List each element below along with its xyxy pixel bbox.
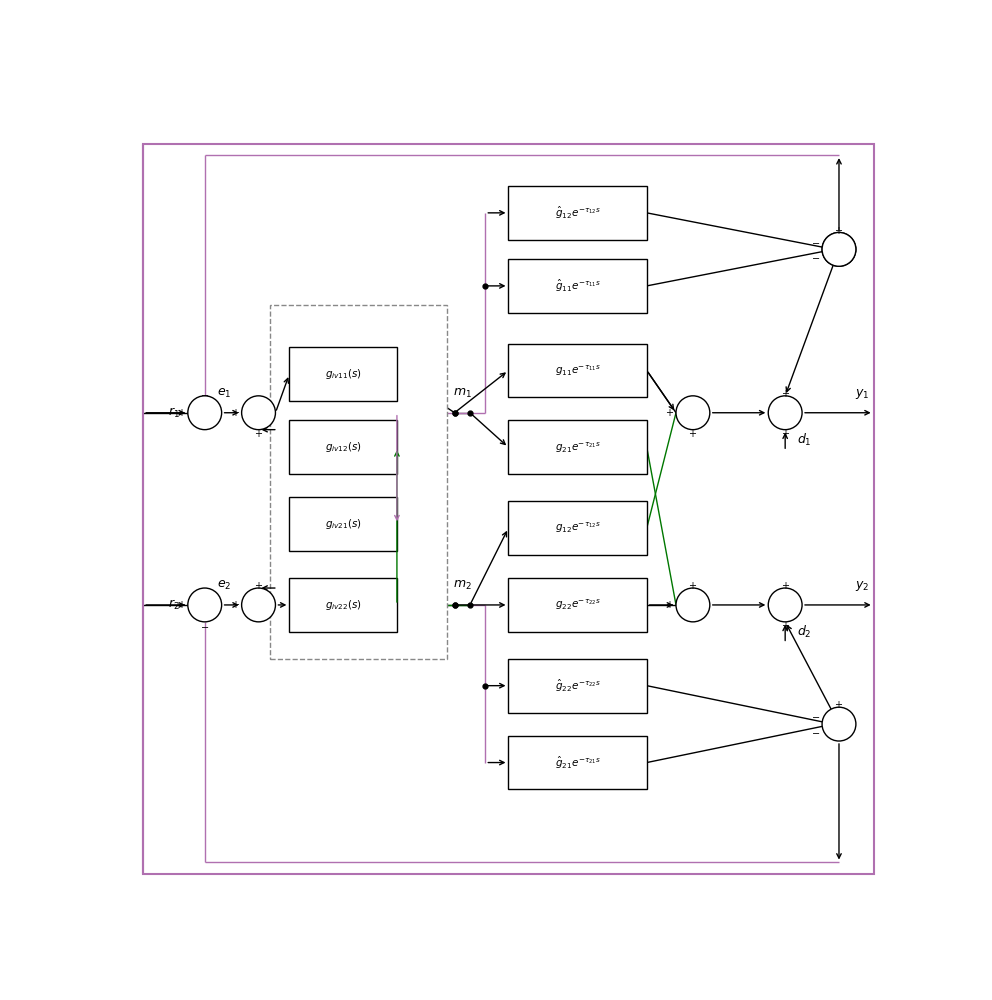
Text: $+$: $+$ <box>781 388 790 399</box>
Text: $g_{iv22}(s)$: $g_{iv22}(s)$ <box>324 598 362 612</box>
Bar <box>509 344 647 397</box>
Text: $r_1$: $r_1$ <box>169 406 181 420</box>
Text: $+$: $+$ <box>781 428 790 439</box>
Text: $-$: $-$ <box>810 252 819 262</box>
Text: $-$: $-$ <box>810 727 819 737</box>
Text: $+$: $+$ <box>834 225 843 236</box>
Text: $-$: $-$ <box>810 711 819 721</box>
Text: $y_1$: $y_1$ <box>855 387 870 401</box>
Text: $g_{12}e^{-\tau_{12}s}$: $g_{12}e^{-\tau_{12}s}$ <box>555 521 600 535</box>
Bar <box>509 420 647 474</box>
Text: $g_{iv11}(s)$: $g_{iv11}(s)$ <box>324 367 362 381</box>
Text: $e_2$: $e_2$ <box>217 579 231 592</box>
Circle shape <box>822 232 856 266</box>
Text: $\hat{g}_{11}e^{-\tau_{11}s}$: $\hat{g}_{11}e^{-\tau_{11}s}$ <box>555 278 600 294</box>
Circle shape <box>822 232 856 266</box>
Bar <box>290 420 397 474</box>
Bar <box>290 578 397 632</box>
Text: $g_{iv21}(s)$: $g_{iv21}(s)$ <box>324 517 362 531</box>
Circle shape <box>187 588 221 622</box>
Text: $\hat{g}_{12}e^{-\tau_{12}s}$: $\hat{g}_{12}e^{-\tau_{12}s}$ <box>555 205 600 221</box>
Text: $d_2$: $d_2$ <box>797 624 811 640</box>
Circle shape <box>242 396 276 430</box>
Bar <box>509 578 647 632</box>
Circle shape <box>822 707 856 741</box>
Circle shape <box>242 588 276 622</box>
Bar <box>290 347 397 401</box>
Text: $+$: $+$ <box>781 580 790 591</box>
Text: $+$: $+$ <box>834 699 843 710</box>
Circle shape <box>768 588 803 622</box>
Text: $g_{22}e^{-\tau_{22}s}$: $g_{22}e^{-\tau_{22}s}$ <box>555 598 600 612</box>
Text: $-$: $-$ <box>200 621 209 631</box>
Text: $m_2$: $m_2$ <box>453 579 471 592</box>
Text: $m_1$: $m_1$ <box>452 387 472 400</box>
Bar <box>509 259 647 313</box>
Text: $+$: $+$ <box>666 407 675 418</box>
Text: $g_{21}e^{-\tau_{21}s}$: $g_{21}e^{-\tau_{21}s}$ <box>555 440 600 455</box>
Text: $g_{11}e^{-\tau_{11}s}$: $g_{11}e^{-\tau_{11}s}$ <box>555 363 600 378</box>
Bar <box>509 501 647 555</box>
Text: $+$: $+$ <box>254 428 263 439</box>
Text: $+$: $+$ <box>231 407 240 418</box>
Circle shape <box>187 396 221 430</box>
Text: $g_{iv12}(s)$: $g_{iv12}(s)$ <box>324 440 362 454</box>
Text: $+$: $+$ <box>781 620 790 631</box>
Text: $-$: $-$ <box>200 389 209 399</box>
Bar <box>509 736 647 789</box>
Text: $e_1$: $e_1$ <box>216 387 231 400</box>
Text: $\hat{g}_{21}e^{-\tau_{21}s}$: $\hat{g}_{21}e^{-\tau_{21}s}$ <box>555 754 600 771</box>
Circle shape <box>676 396 710 430</box>
Bar <box>509 659 647 713</box>
Text: $+$: $+$ <box>688 428 697 439</box>
Text: $+$: $+$ <box>254 580 263 591</box>
Text: $+$: $+$ <box>231 599 240 610</box>
Text: $r_2$: $r_2$ <box>169 598 181 612</box>
Text: $-$: $-$ <box>810 237 819 247</box>
Bar <box>290 497 397 551</box>
Text: $d_1$: $d_1$ <box>797 432 811 448</box>
Text: $+$: $+$ <box>688 580 697 591</box>
Text: $+$: $+$ <box>178 407 186 418</box>
Text: $y_2$: $y_2$ <box>855 579 870 593</box>
Bar <box>509 186 647 240</box>
Circle shape <box>676 588 710 622</box>
Text: $\hat{g}_{22}e^{-\tau_{22}s}$: $\hat{g}_{22}e^{-\tau_{22}s}$ <box>555 678 600 694</box>
Text: $+$: $+$ <box>178 599 186 610</box>
Bar <box>270 305 446 659</box>
Circle shape <box>768 396 803 430</box>
Text: $+$: $+$ <box>666 599 675 610</box>
